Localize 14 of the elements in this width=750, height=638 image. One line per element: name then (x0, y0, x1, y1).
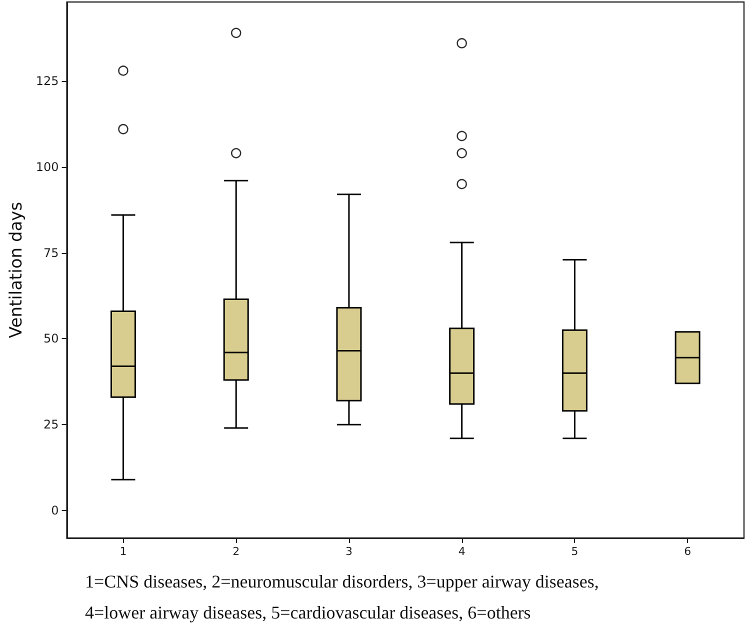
y-tick-label: 75 (44, 246, 59, 260)
y-tick-label: 50 (44, 332, 59, 346)
text: 1=CNS diseases, 2=neuromuscular disorders, 3=upper airway diseases, 4=lower airway diseases, 5=cardiovascular diseases, 6=others (85, 572, 604, 622)
y-tick-label: 125 (36, 74, 59, 88)
x-tick-label: 5 (571, 545, 578, 558)
y-tick-label: 100 (36, 160, 59, 174)
y-axis-title: Ventilation days (6, 202, 26, 338)
x-tick-label: 6 (684, 545, 692, 558)
x-tick-label: 1 (120, 545, 127, 558)
y-tick-label: 0 (51, 504, 59, 518)
x-tick-label: 2 (232, 545, 240, 558)
x-tick-label: 3 (345, 545, 352, 558)
x-tick-label: 4 (458, 545, 466, 558)
y-tick-label: 25 (44, 418, 59, 432)
